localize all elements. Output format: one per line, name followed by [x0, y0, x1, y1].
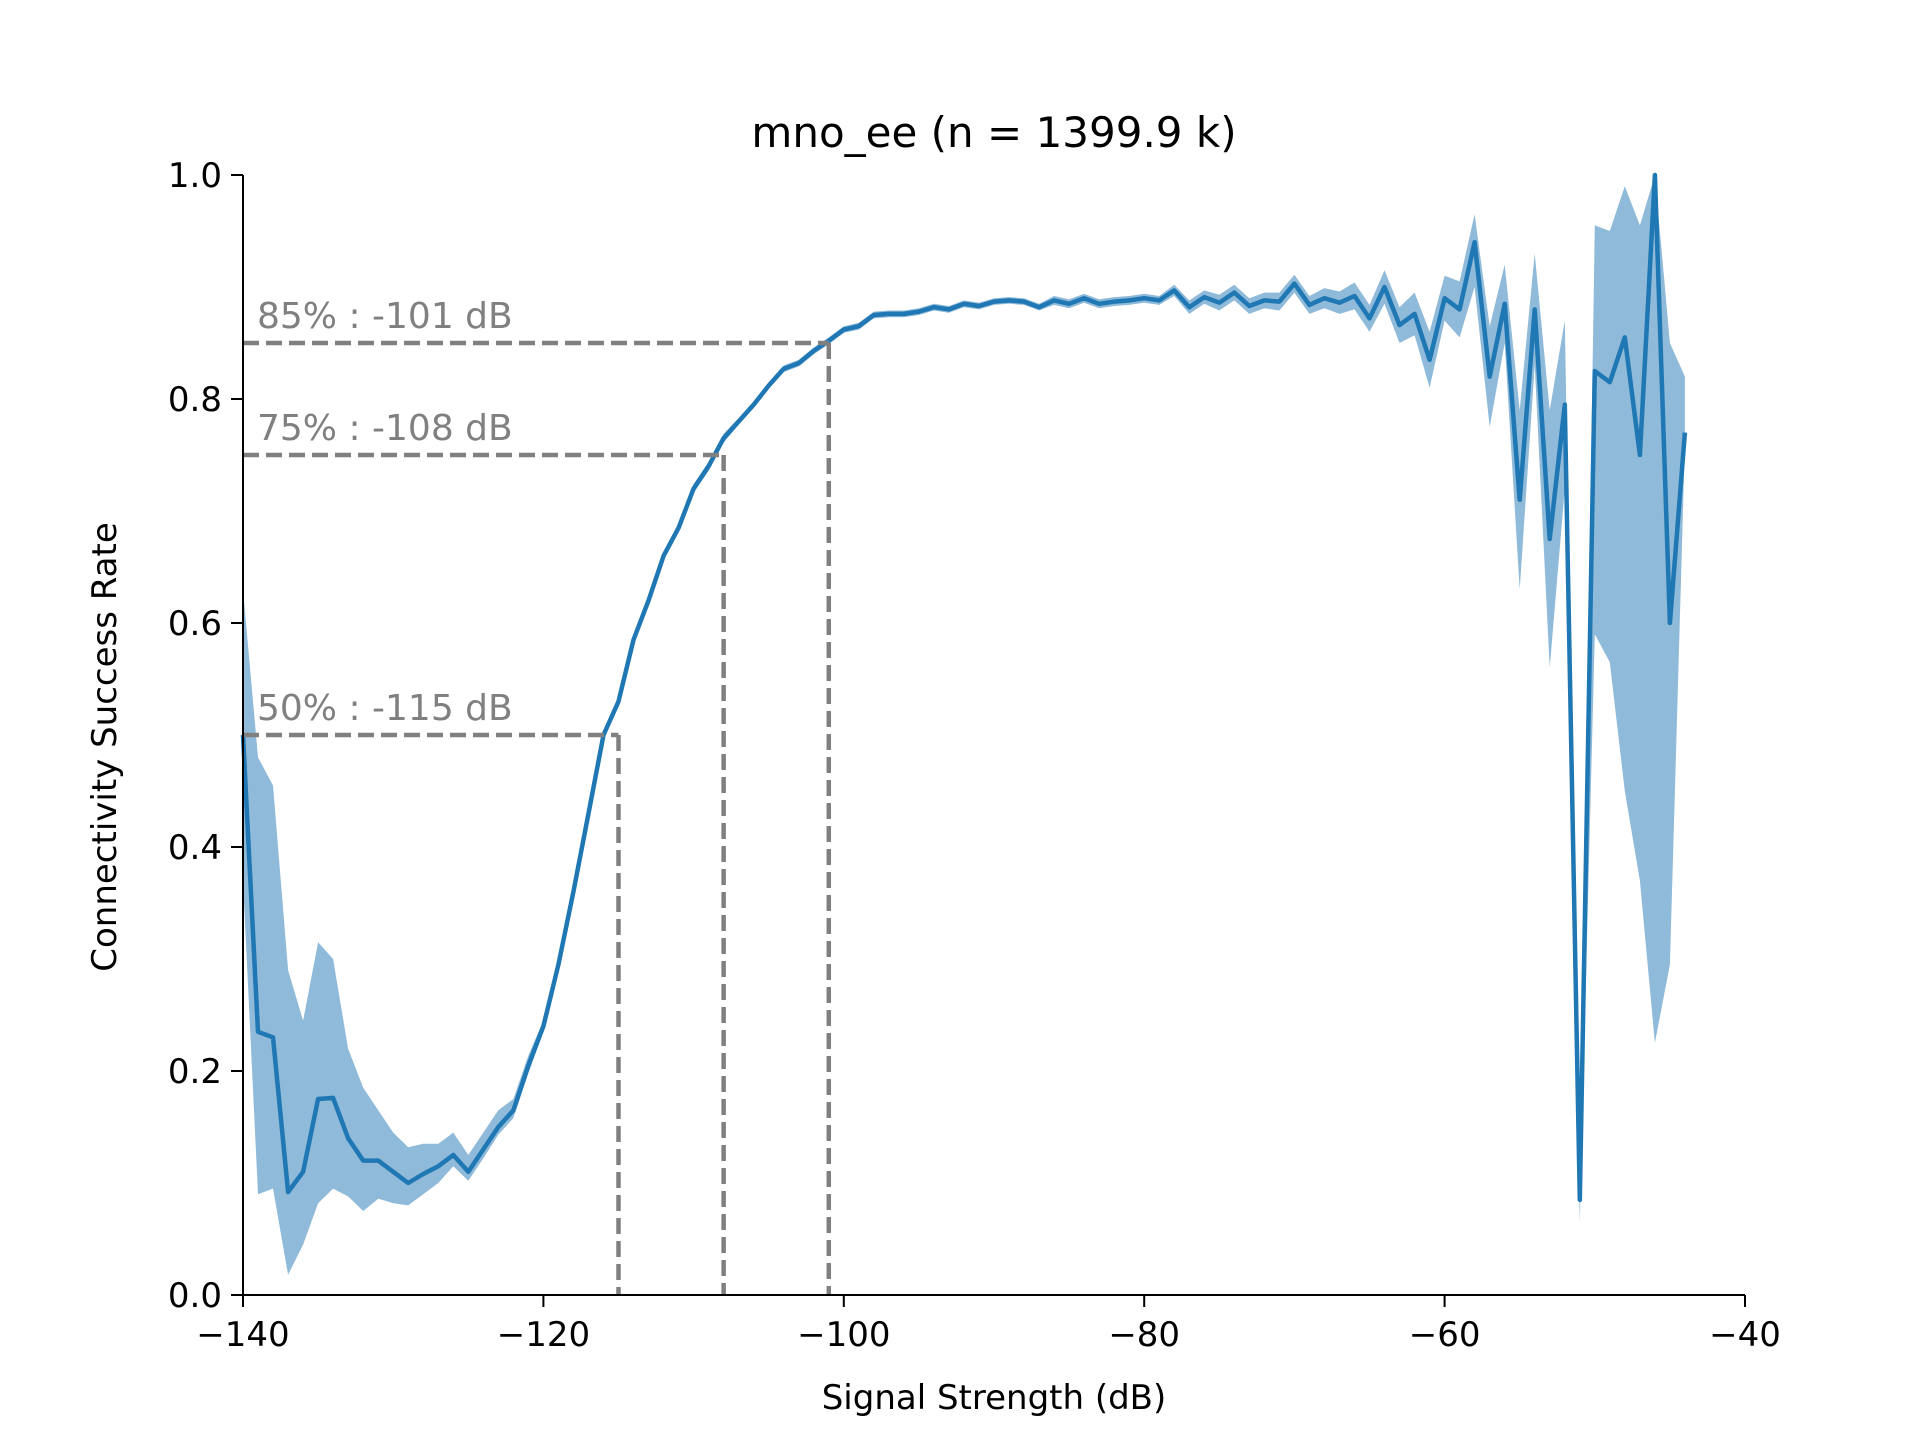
x-tick-label-3: −80: [1108, 1315, 1180, 1355]
y-tick-label-0: 0.0: [168, 1276, 222, 1316]
x-tick-label-2: −100: [797, 1315, 890, 1355]
success-rate-line: [240, 172, 1688, 1203]
plot-area: [240, 172, 1688, 1275]
x-axis-label: Signal Strength (dB): [822, 1378, 1167, 1418]
y-tick-label-3: 0.6: [168, 604, 222, 644]
x-tick-label-1: −120: [497, 1315, 590, 1355]
x-tick-label-4: −60: [1409, 1315, 1481, 1355]
axes: −140 −120 −100 −80 −60 −40 0.0 0.2 0.4 0.6 0.8 1.0: [168, 156, 1781, 1355]
threshold-label-1: 75% : -108 dB: [257, 408, 513, 449]
y-tick-label-1: 0.2: [168, 1052, 222, 1092]
threshold-label-2: 85% : -101 dB: [257, 296, 513, 337]
x-tick-label-5: −40: [1709, 1315, 1781, 1355]
y-tick-label-4: 0.8: [168, 380, 222, 420]
chart-title: mno_ee (n = 1399.9 k): [751, 108, 1236, 157]
x-tick-label-0: −140: [196, 1315, 289, 1355]
threshold-annotations: 50% : -115 dB 75% : -108 dB 85% : -101 dB: [243, 296, 832, 1295]
y-axis-label: Connectivity Success Rate: [85, 522, 125, 972]
y-tick-label-5: 1.0: [168, 156, 222, 196]
y-tick-label-2: 0.4: [168, 828, 222, 868]
threshold-label-0: 50% : -115 dB: [257, 688, 513, 729]
